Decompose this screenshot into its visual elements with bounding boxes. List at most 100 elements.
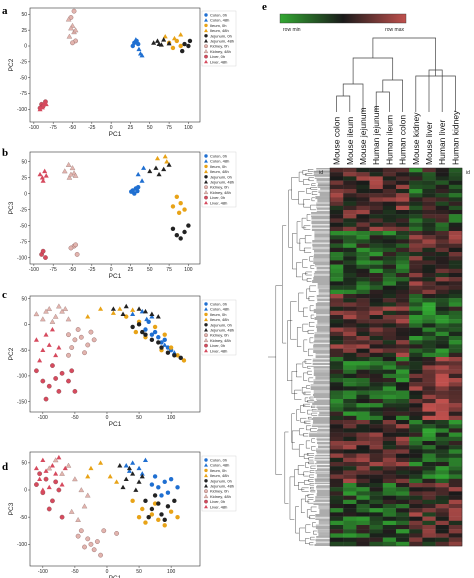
- heatmap-cell: [396, 424, 410, 429]
- heatmap-cell: [435, 525, 449, 530]
- heatmap-cell: [343, 411, 357, 416]
- heatmap-cell: [382, 525, 397, 530]
- heatmap-cell: [356, 323, 370, 328]
- heatmap-cell: [396, 537, 410, 542]
- heatmap-cell: [382, 361, 397, 366]
- heatmap-cell: [448, 243, 463, 248]
- heatmap-cell: [422, 260, 436, 265]
- heatmap-cell: [356, 231, 370, 236]
- legend-marker: [204, 333, 208, 338]
- heatmap-cell: [343, 504, 357, 509]
- data-point-ileum-0h: [175, 514, 180, 520]
- heatmap-cell: [330, 365, 344, 370]
- dendrogram-branch: [309, 542, 314, 546]
- heatmap-cell: [330, 441, 344, 446]
- heatmap-cell: [448, 415, 463, 421]
- heatmap-cell: [448, 260, 463, 265]
- heatmap-cell: [435, 340, 449, 345]
- data-point-liver-48h: [43, 101, 49, 107]
- legend-entry: Ileum, 0h: [210, 23, 226, 28]
- data-point-kidney-0h: [91, 547, 97, 553]
- legend-entry: Liver, 0h: [210, 499, 225, 504]
- dendrogram-branch: [305, 173, 313, 176]
- heatmap-cell: [356, 218, 370, 223]
- legend-entry: Colon, 0h: [210, 13, 227, 18]
- heatmap-cell: [330, 474, 344, 479]
- data-point-liver-48h: [56, 345, 62, 350]
- data-point-kidney-0h: [69, 345, 75, 350]
- heatmap-cell: [343, 432, 357, 437]
- heatmap-cell: [356, 445, 370, 450]
- heatmap-cells: [330, 168, 463, 547]
- heatmap-cell: [448, 504, 463, 509]
- heatmap-cell: [396, 218, 410, 223]
- heatmap-cell: [448, 281, 463, 286]
- heatmap-cell: [356, 457, 370, 463]
- heatmap-cell: [409, 222, 423, 227]
- heatmap-cell: [356, 407, 370, 412]
- legend-marker: [204, 317, 208, 322]
- heatmap-cell: [448, 537, 463, 542]
- heatmap-cell: [382, 453, 397, 458]
- heatmap-cell: [396, 235, 410, 240]
- heatmap-cell: [330, 336, 344, 341]
- legend-entry: Jejunum, 0h: [210, 322, 232, 327]
- heatmap-cell: [330, 424, 344, 429]
- heatmap-cell: [409, 348, 423, 353]
- heatmap-cell: [435, 407, 449, 412]
- heatmap-cell: [409, 218, 423, 223]
- heatmap-cell: [343, 214, 357, 219]
- legend-marker: [204, 164, 208, 169]
- data-point-jejunum-48h: [156, 41, 162, 46]
- heatmap-cell: [369, 260, 383, 265]
- data-point-ileum-48h: [162, 153, 168, 159]
- legend-marker: [204, 328, 208, 332]
- y-tick-label: -100: [17, 255, 27, 261]
- heatmap-cell: [369, 172, 383, 177]
- y-axis-label: PC3: [8, 502, 15, 515]
- data-point-colon-48h: [144, 316, 150, 322]
- heatmap-cell: [343, 541, 357, 547]
- heatmap-cell: [448, 525, 463, 530]
- heatmap-cell: [369, 340, 383, 345]
- legend-entry: Jejunum, 48h: [210, 39, 234, 44]
- heatmap-cell: [343, 256, 357, 261]
- heatmap-cell: [382, 176, 397, 181]
- dendrogram-branch: [302, 361, 307, 368]
- heatmap-cell: [409, 411, 423, 416]
- heatmap-cell: [330, 302, 344, 307]
- data-point-kidney-48h: [52, 457, 59, 463]
- heatmap-cell: [396, 373, 410, 379]
- legend-marker: [204, 195, 208, 200]
- heatmap-cell: [435, 436, 449, 442]
- heatmap-cell: [422, 504, 436, 509]
- y-tick-label: -25: [20, 60, 27, 66]
- heatmap-cell: [448, 226, 463, 232]
- data-point-kidney-0h: [75, 327, 81, 332]
- heatmap-cell: [448, 327, 463, 332]
- data-point-colon-48h: [126, 468, 132, 473]
- data-point-ileum-0h: [152, 501, 158, 506]
- heatmap-cell: [396, 420, 410, 425]
- heatmap-cell: [422, 315, 436, 320]
- heatmap-cell: [369, 252, 383, 257]
- heatmap-cell: [448, 222, 463, 227]
- heatmap-cell: [382, 264, 397, 269]
- heatmap-cell: [448, 428, 463, 433]
- heatmap-cell: [448, 441, 463, 446]
- heatmap-cell: [409, 336, 423, 341]
- data-point-colon-0h: [162, 337, 167, 343]
- heatmap-cell: [382, 205, 397, 211]
- heatmap-cell: [356, 525, 370, 530]
- heatmap-cell: [409, 361, 423, 366]
- heatmap-cell: [409, 264, 423, 269]
- y-tick-label: -50: [20, 75, 27, 81]
- heatmap-cell: [369, 289, 383, 295]
- heatmap-cell: [396, 533, 410, 538]
- data-point-kidney-48h: [46, 465, 53, 471]
- heatmap-cell: [448, 373, 463, 379]
- legend-marker: [204, 44, 208, 49]
- heatmap-cell: [369, 373, 383, 379]
- dendrogram-branch: [305, 495, 310, 502]
- dendrogram-branch: [303, 391, 311, 395]
